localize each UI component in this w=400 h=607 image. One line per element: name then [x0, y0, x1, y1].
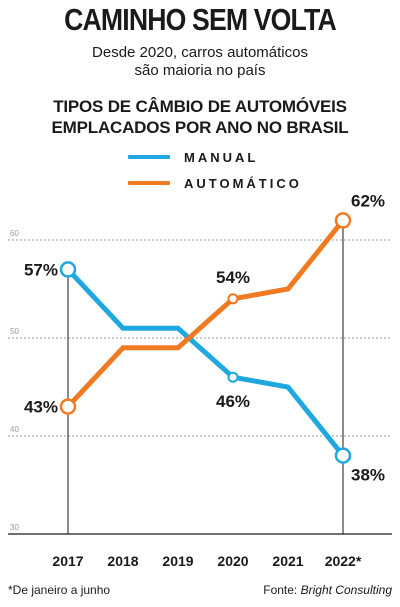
subtitle-line-1: Desde 2020, carros automáticos: [92, 44, 308, 61]
series-line-1: [66, 218, 345, 409]
legend-label-manual: MANUAL: [184, 149, 259, 165]
source-name: Bright Consulting: [300, 583, 392, 597]
x-tick-label-0: 2017: [52, 553, 83, 569]
data-label-s1-3: 54%: [216, 268, 250, 287]
subtitle-line-2: são maioria no país: [134, 62, 266, 79]
marker-s1-3: [227, 293, 239, 305]
y-tick-label-30: 30: [10, 523, 19, 532]
y-tick-label-50: 50: [10, 327, 19, 336]
x-tick-label-5: 2022*: [325, 553, 362, 569]
data-label-s1-5: 62%: [351, 191, 385, 210]
marker-s0-0: [59, 261, 77, 278]
page-title: CAMINHO SEM VOLTA: [64, 2, 337, 37]
source-prefix: Fonte:: [263, 583, 301, 597]
x-tick-label-1: 2018: [107, 553, 138, 569]
legend-item-manual: MANUAL: [128, 147, 258, 167]
chart-title: TIPOS DE CÂMBIO DE AUTOMÓVEIS EMPLACADOS…: [0, 96, 400, 138]
data-label-s0-3: 46%: [216, 392, 250, 411]
chart-title-line-1: TIPOS DE CÂMBIO DE AUTOMÓVEIS: [53, 97, 347, 116]
source: Fonte: Bright Consulting: [263, 583, 392, 597]
subtitle: Desde 2020, carros automáticos são maior…: [0, 44, 400, 80]
y-tick-label-60: 60: [10, 229, 19, 238]
legend-swatch-manual: [128, 155, 170, 159]
legend-label-automatico: AUTOMÁTICO: [184, 175, 302, 191]
legend-item-automatico: AUTOMÁTICO: [128, 173, 302, 193]
data-label-s0-0: 57%: [24, 260, 58, 279]
marker-s1-0: [59, 398, 77, 415]
series-line-0: [66, 267, 345, 458]
legend-swatch-automatico: [128, 181, 170, 185]
x-tick-label-3: 2020: [217, 553, 248, 569]
data-label-s0-5: 38%: [351, 466, 385, 485]
data-label-s1-0: 43%: [24, 398, 58, 417]
x-tick-label-2: 2019: [162, 553, 193, 569]
footnote: *De janeiro a junho: [8, 583, 111, 597]
marker-s0-5: [334, 447, 352, 464]
marker-s0-3: [227, 371, 239, 383]
marker-s1-5: [334, 212, 352, 229]
x-tick-label-4: 2021: [272, 553, 303, 569]
chart-title-line-2: EMPLACADOS POR ANO NO BRASIL: [51, 118, 349, 137]
y-tick-label-40: 40: [10, 425, 19, 434]
